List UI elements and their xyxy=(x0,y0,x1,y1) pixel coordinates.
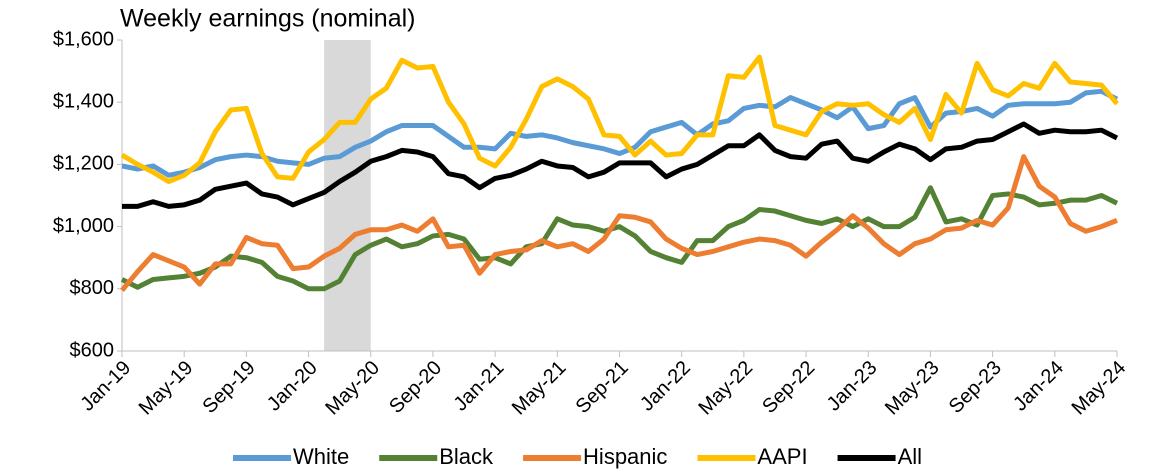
x-tick-label: Jan-19 xyxy=(76,357,135,416)
series-line xyxy=(120,154,1118,292)
chart-title: Weekly earnings (nominal) xyxy=(120,5,416,33)
legend-label: AAPI xyxy=(757,444,807,469)
x-tick-label: Jan-21 xyxy=(450,357,509,416)
x-tick-label: May-19 xyxy=(135,357,198,420)
x-tick-label: May-20 xyxy=(321,357,384,420)
x-tick-label: Jan-22 xyxy=(636,357,695,416)
x-tick-label: Jan-24 xyxy=(1009,357,1068,416)
y-tick-label: $1,600 xyxy=(53,28,114,50)
series-line xyxy=(120,54,1119,185)
x-tick-label: May-21 xyxy=(508,357,571,420)
x-tick-label: Jan-20 xyxy=(263,357,322,416)
shaded-period xyxy=(324,40,371,351)
y-tick-label: $1,000 xyxy=(53,215,114,237)
y-tick-label: $1,200 xyxy=(53,153,114,175)
x-tick-label: May-22 xyxy=(694,357,757,420)
y-tick-label: $800 xyxy=(70,277,115,299)
x-tick-label: Sep-19 xyxy=(198,357,259,418)
x-tick-label: Sep-20 xyxy=(385,357,446,418)
x-tick-label: May-23 xyxy=(881,357,944,420)
x-tick-label: Sep-23 xyxy=(945,357,1006,418)
series-line xyxy=(122,121,1119,209)
series-line xyxy=(121,88,1119,178)
legend-label: White xyxy=(293,444,349,469)
series-line xyxy=(120,185,1119,292)
y-tick-label: $600 xyxy=(70,339,115,361)
legend-label: Black xyxy=(439,444,494,469)
x-tick-label: Jan-23 xyxy=(823,357,882,416)
legend-label: Hispanic xyxy=(583,444,667,469)
y-tick-label: $1,400 xyxy=(53,90,114,112)
legend-label: All xyxy=(898,444,922,469)
x-tick-label: Sep-21 xyxy=(572,357,633,418)
x-tick-label: May-24 xyxy=(1068,357,1131,420)
x-tick-label: Sep-22 xyxy=(758,357,819,418)
